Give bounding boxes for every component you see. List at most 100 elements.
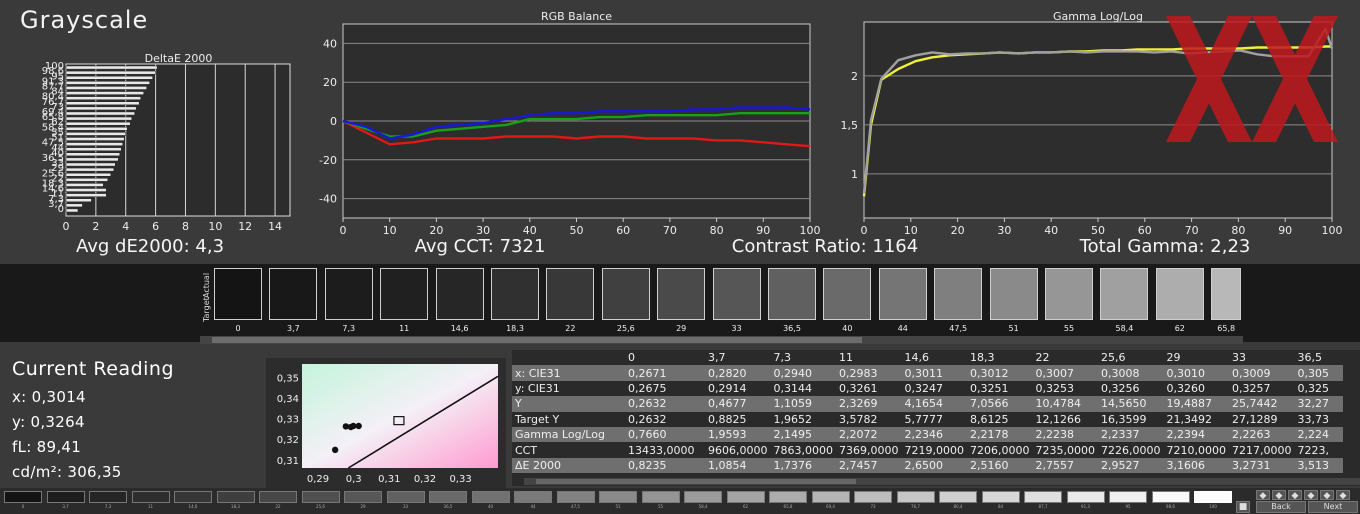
cie-xtick-label: 0,3	[346, 474, 362, 485]
grayscale-swatch[interactable]	[878, 268, 927, 320]
bottom-swatch[interactable]	[599, 491, 637, 503]
bottom-swatch-label: 14,6	[188, 504, 198, 509]
bottom-swatch[interactable]	[344, 491, 382, 503]
table-cell: 7223,	[1297, 443, 1330, 457]
back-button[interactable]: Back	[1256, 501, 1306, 513]
rgb-xtick-label: 10	[383, 224, 397, 234]
grayscale-swatch[interactable]	[1045, 268, 1093, 320]
deltae-bar	[65, 162, 116, 167]
nav-icon-2[interactable]: ◆	[1272, 490, 1286, 501]
table-column-header[interactable]: 29	[1163, 350, 1229, 366]
grayscale-swatch[interactable]	[601, 268, 650, 320]
bottom-swatch[interactable]	[174, 491, 212, 503]
bottom-swatch[interactable]	[1151, 491, 1190, 503]
gamma-xtick-label: 100	[1322, 224, 1343, 234]
nav-icon-4[interactable]: ◆	[1304, 490, 1318, 501]
grayscale-swatch[interactable]	[768, 268, 816, 320]
bottom-swatch[interactable]	[1109, 491, 1147, 503]
grayscale-swatch[interactable]	[546, 268, 595, 320]
table-column-header[interactable]: 33	[1229, 350, 1295, 366]
cie-xtick-label: 0,32	[414, 474, 436, 485]
table-column-header[interactable]: 11	[836, 350, 902, 366]
grayscale-swatch[interactable]	[1100, 268, 1149, 320]
cie-chromaticity-chart: 0,29 0,3 0,31 0,32 0,33 0,35 0,34 0,33 0,32 0,31	[266, 358, 506, 488]
bottom-swatch[interactable]	[429, 491, 467, 503]
table-cell: 2,2238	[1032, 426, 1098, 443]
bottom-swatch[interactable]	[259, 491, 297, 503]
table-column-header[interactable]: 7,3	[770, 350, 836, 366]
bottom-swatch[interactable]	[1066, 491, 1105, 503]
bottom-swatch[interactable]	[769, 491, 807, 503]
bottom-swatch[interactable]	[726, 491, 765, 503]
table-cell: 0,3011	[901, 365, 967, 381]
gamma-xtick-label: 90	[1278, 224, 1292, 234]
grayscale-swatch[interactable]	[823, 268, 872, 320]
nav-icon-5[interactable]: ◆	[1320, 490, 1334, 501]
nav-icon-6[interactable]: ◆	[1336, 490, 1350, 501]
table-column-header[interactable]: 22	[1032, 350, 1098, 366]
bottom-swatch[interactable]	[811, 491, 850, 503]
table-column-header[interactable]: 3,7	[705, 350, 771, 366]
rgb-xtick-label: 100	[800, 224, 821, 234]
grayscale-swatch[interactable]	[435, 268, 484, 320]
table-row-label: ΔE 2000	[512, 457, 625, 474]
bottom-swatch[interactable]	[1024, 491, 1062, 503]
bottom-swatch[interactable]	[386, 491, 425, 503]
bottom-swatch[interactable]	[216, 491, 255, 503]
deltae-ytick-label: 47,5	[42, 138, 64, 149]
deltae-bar	[65, 183, 104, 187]
grayscale-swatch[interactable]	[934, 268, 983, 320]
grayscale-swatch[interactable]	[657, 268, 706, 320]
stop-icon[interactable]: ■	[1236, 501, 1250, 513]
table-cell: 2,2263	[1229, 426, 1295, 443]
bottom-swatch[interactable]	[131, 491, 170, 503]
nav-icon-1[interactable]: ◆	[1256, 490, 1270, 501]
bottom-swatch[interactable]	[1194, 491, 1232, 503]
table-cell: 10,4784	[1032, 396, 1098, 412]
bottom-swatch[interactable]	[89, 491, 127, 503]
bottom-swatch[interactable]	[514, 491, 552, 503]
bottom-swatch[interactable]	[471, 491, 510, 503]
table-scrollbar[interactable]	[524, 478, 1360, 485]
bottom-swatch[interactable]	[641, 491, 680, 503]
avg-cct-stat: Avg CCT: 7321	[414, 236, 546, 257]
bottom-swatch[interactable]	[939, 491, 977, 503]
grayscale-swatch[interactable]	[1155, 268, 1204, 320]
table-scroll-thumb[interactable]	[536, 479, 856, 484]
table-column-header[interactable]: 36,5	[1294, 350, 1343, 366]
bottom-swatch[interactable]	[301, 491, 340, 503]
table-cell: 16,3599	[1101, 412, 1147, 426]
table-cell: 0,3253	[1035, 381, 1075, 395]
grayscale-swatch[interactable]	[712, 268, 761, 320]
table-cell: 12,1266	[1035, 412, 1082, 426]
bottom-swatch[interactable]	[4, 491, 42, 503]
grayscale-swatch[interactable]	[989, 268, 1038, 320]
bottom-swatch[interactable]	[556, 491, 595, 503]
table-column-header[interactable]: 18,3	[967, 350, 1033, 366]
rgb-xtick-label: 70	[663, 224, 677, 234]
deltae-ytick-label: 29	[51, 163, 64, 174]
rgb-chart-title: RGB Balance	[540, 10, 613, 23]
bottom-swatch[interactable]	[684, 491, 722, 503]
swatch-scroll-thumb[interactable]	[212, 337, 862, 343]
table-column-header[interactable]: 14,6	[901, 350, 967, 366]
nav-icon-3[interactable]: ◆	[1288, 490, 1302, 501]
bottom-swatch[interactable]	[46, 491, 85, 503]
grayscale-swatch[interactable]	[324, 268, 373, 320]
deltae-bar	[65, 178, 109, 182]
grayscale-swatch[interactable]	[380, 268, 429, 320]
bottom-swatch[interactable]	[854, 491, 892, 503]
grayscale-swatch[interactable]	[491, 268, 539, 320]
next-button[interactable]: Next	[1308, 501, 1358, 513]
bottom-swatch[interactable]	[981, 491, 1020, 503]
grayscale-swatch[interactable]	[214, 268, 262, 320]
table-column-header[interactable]: 0	[625, 350, 705, 366]
grayscale-swatch[interactable]	[1211, 268, 1242, 320]
bottom-swatch[interactable]	[896, 491, 935, 503]
rgb-xtick-label: 30	[476, 224, 490, 234]
cie-ytick-label: 0,32	[277, 435, 299, 446]
table-column-header[interactable]: 25,6	[1098, 350, 1164, 366]
grayscale-swatch[interactable]	[269, 268, 318, 320]
swatch-label: 47,5	[949, 324, 968, 333]
rgb-xtick-label: 40	[523, 224, 537, 234]
